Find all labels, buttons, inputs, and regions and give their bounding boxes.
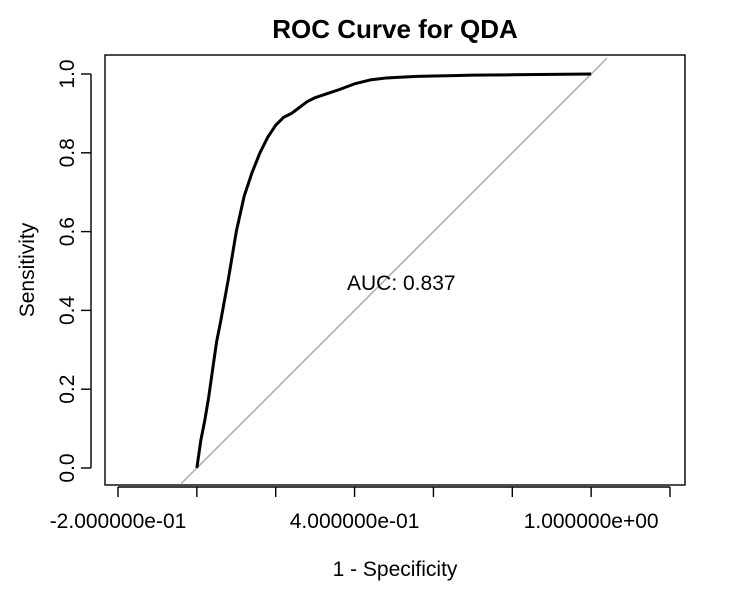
auc-annotation: AUC: 0.837 <box>347 272 456 295</box>
x-axis-label: 1 - Specificity <box>333 558 458 581</box>
y-tick-label: 1.0 <box>56 59 79 88</box>
x-axis: -2.000000e-01 4.000000e-01 1.000000e+00 <box>50 486 671 533</box>
reference-diagonal-line <box>180 57 608 485</box>
y-tick-label: 0.8 <box>56 138 79 167</box>
x-tick-label: -2.000000e-01 <box>50 510 187 533</box>
y-tick-label: 0.2 <box>56 375 79 404</box>
y-axis-label: Sensitivity <box>16 222 39 317</box>
y-tick-label: 0.4 <box>56 295 79 325</box>
plot-frame <box>104 54 686 486</box>
series-layer <box>180 57 608 485</box>
roc-curve-line <box>195 72 592 469</box>
y-tick-label: 0.6 <box>56 217 79 246</box>
y-axis: 0.0 0.2 0.4 0.6 0.8 1.0 <box>56 59 92 483</box>
y-tick-label: 0.0 <box>56 453 79 482</box>
x-tick-label: 1.000000e+00 <box>524 510 659 533</box>
x-tick-label: 4.000000e-01 <box>290 510 420 533</box>
chart-title: ROC Curve for QDA <box>272 14 518 44</box>
